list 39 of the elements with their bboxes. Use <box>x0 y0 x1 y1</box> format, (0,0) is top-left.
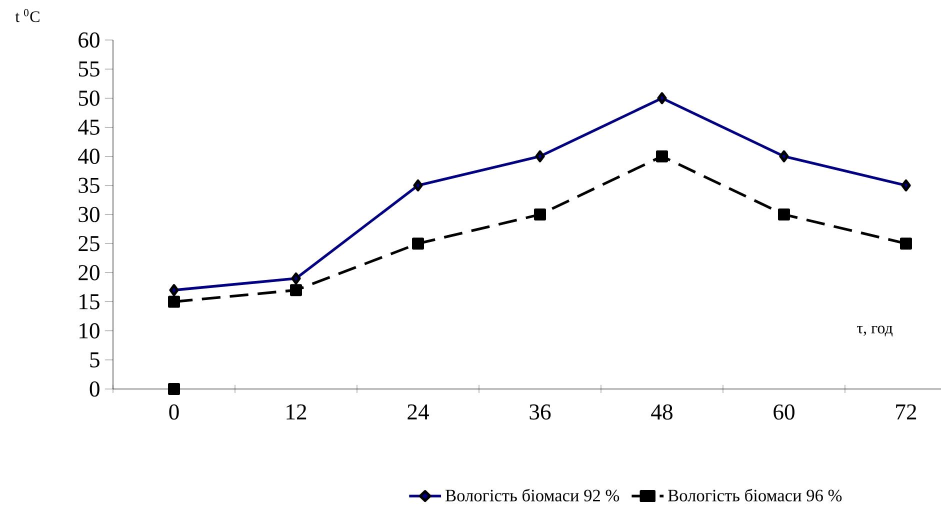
point <box>413 179 423 192</box>
y-tick-label: 0 <box>90 381 100 397</box>
y-tick-label: 25 <box>78 236 100 252</box>
x-axis-title: τ, год <box>856 326 893 336</box>
x-tick-label: 60 <box>774 404 794 420</box>
x-tick-label: 36 <box>530 404 551 420</box>
point <box>535 150 545 162</box>
y-tick-label: 10 <box>80 323 100 338</box>
y-tick-label: 5 <box>90 352 100 368</box>
point <box>168 296 180 308</box>
legend-label: Вологість біомаси 92 % <box>446 488 620 502</box>
point <box>779 150 789 162</box>
point <box>900 238 912 250</box>
x-tick-label: 0 <box>169 404 179 420</box>
y-tick-label: 30 <box>78 206 100 222</box>
point <box>534 208 546 221</box>
point <box>290 284 302 296</box>
y-tick-label: 55 <box>78 62 100 77</box>
y-axis-title: t $^{0}$C <box>15 9 40 22</box>
y-tick-label: 20 <box>78 265 100 280</box>
point <box>291 272 301 284</box>
y-tick-label: 35 <box>78 178 100 194</box>
point <box>169 284 179 296</box>
point <box>168 383 180 396</box>
x-tick-label: 48 <box>651 404 672 420</box>
y-tick-label: 60 <box>78 32 100 48</box>
point <box>656 150 668 162</box>
point <box>778 208 790 221</box>
y-tick-label: 45 <box>78 120 100 135</box>
x-tick-label: 24 <box>408 404 429 420</box>
y-tick-label: 40 <box>78 148 100 164</box>
x-tick-label: 12 <box>286 404 306 420</box>
y-tick-label: 50 <box>78 90 100 106</box>
point <box>657 92 667 104</box>
point <box>901 179 911 192</box>
point <box>412 238 424 250</box>
legend-label: Вологість біомаси 96 % <box>668 488 842 502</box>
x-tick-label: 72 <box>896 404 916 420</box>
y-tick-label: 15 <box>80 294 100 310</box>
